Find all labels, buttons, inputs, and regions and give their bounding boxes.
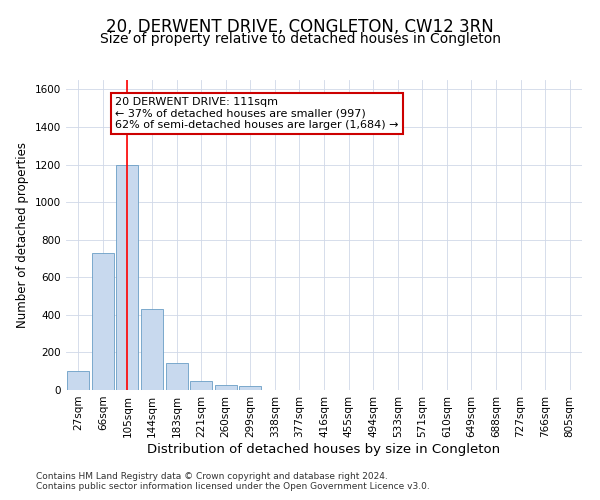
Text: Contains public sector information licensed under the Open Government Licence v3: Contains public sector information licen…	[36, 482, 430, 491]
Y-axis label: Number of detached properties: Number of detached properties	[16, 142, 29, 328]
Text: Size of property relative to detached houses in Congleton: Size of property relative to detached ho…	[100, 32, 500, 46]
Text: 20, DERWENT DRIVE, CONGLETON, CW12 3RN: 20, DERWENT DRIVE, CONGLETON, CW12 3RN	[106, 18, 494, 36]
Bar	[190, 380, 212, 390]
Bar	[67, 371, 89, 390]
Bar	[141, 309, 163, 390]
Bar	[92, 253, 114, 390]
Bar	[215, 386, 237, 390]
X-axis label: Distribution of detached houses by size in Congleton: Distribution of detached houses by size …	[148, 442, 500, 456]
Bar	[116, 164, 139, 390]
Bar	[166, 363, 188, 390]
Text: 20 DERWENT DRIVE: 111sqm
← 37% of detached houses are smaller (997)
62% of semi-: 20 DERWENT DRIVE: 111sqm ← 37% of detach…	[115, 97, 398, 130]
Bar	[239, 386, 262, 390]
Text: Contains HM Land Registry data © Crown copyright and database right 2024.: Contains HM Land Registry data © Crown c…	[36, 472, 388, 481]
